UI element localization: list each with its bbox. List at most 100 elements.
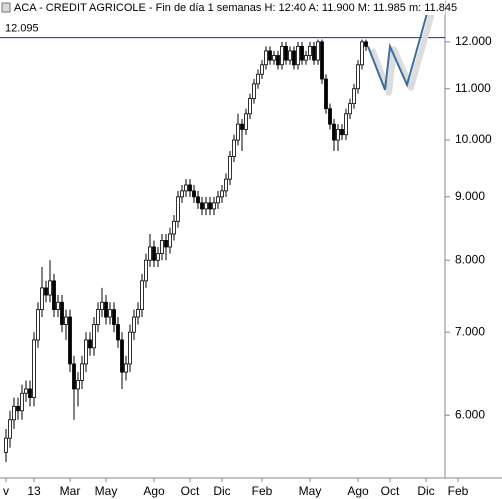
y-tick-label: 10.000 — [455, 132, 492, 146]
candle-body — [220, 190, 224, 198]
x-tick-label: 13 — [27, 484, 41, 498]
candle-body — [248, 98, 252, 115]
candle-body — [244, 113, 248, 130]
candle-body — [316, 41, 320, 61]
y-tick-label: 11.000 — [455, 81, 491, 95]
candle-body — [100, 301, 104, 310]
candle-body — [312, 45, 316, 61]
candle-body — [8, 419, 12, 439]
candle-body — [264, 50, 268, 66]
candle-body — [180, 190, 184, 198]
x-tick-label: Dic — [213, 484, 230, 498]
candle-body — [260, 64, 264, 75]
candle-body — [40, 287, 44, 310]
candle-body — [132, 316, 136, 333]
candle-body — [4, 437, 8, 453]
x-tick-label: Ago — [347, 484, 369, 498]
candle-body — [188, 184, 192, 192]
candle-body — [76, 380, 80, 390]
title-bar — [0, 0, 445, 15]
candle-body — [80, 363, 84, 381]
trend-shadow — [369, 5, 437, 96]
candle-body — [140, 280, 144, 310]
x-tick-label: Mar — [60, 484, 81, 498]
y-tick-label: 12.000 — [455, 34, 492, 48]
candle-body — [184, 184, 188, 192]
plot — [0, 2, 459, 482]
y-tick-label: 8.000 — [455, 252, 485, 266]
candle-body — [12, 405, 16, 421]
y-tick-label: 6.000 — [455, 407, 485, 421]
candle-body — [160, 240, 164, 254]
candle-body — [104, 301, 108, 318]
candle-body — [272, 55, 276, 61]
chart-title: ACA - CREDIT AGRICOLE - Fin de día 1 sem… — [14, 2, 457, 14]
candle-body — [60, 301, 64, 325]
candle-body — [156, 253, 160, 261]
candle-body — [232, 139, 236, 157]
candle-body — [288, 50, 292, 61]
candle-body — [212, 202, 216, 210]
level-label: 12.095 — [5, 23, 39, 35]
candle-body — [88, 339, 92, 349]
x-tick-label: Oct — [381, 484, 400, 498]
candle-body — [324, 78, 328, 110]
candle-body — [240, 123, 244, 130]
candle-body — [284, 45, 288, 61]
candle-body — [356, 64, 360, 90]
candle-body — [64, 316, 68, 325]
candle-body — [44, 287, 48, 296]
candle-body — [124, 363, 128, 373]
candle-body — [336, 129, 340, 141]
x-tick-label: Feb — [448, 484, 469, 498]
candle-body — [136, 309, 140, 318]
candle-body — [300, 45, 304, 61]
candle-body — [348, 103, 352, 115]
candle-body — [108, 309, 112, 318]
x-tick-label: Dic — [417, 484, 434, 498]
candle-body — [344, 113, 348, 136]
candle-body — [120, 339, 124, 373]
candle-body — [164, 240, 168, 248]
candle-body — [296, 45, 300, 66]
trend-line — [367, 2, 431, 91]
candle-body — [252, 83, 256, 100]
candle-body — [304, 55, 308, 61]
candle-body — [268, 50, 272, 61]
candle-body — [52, 280, 56, 310]
candle-body — [352, 88, 356, 105]
x-tick-label: May — [95, 484, 118, 498]
candle-body — [68, 316, 72, 365]
candle-body — [364, 41, 368, 47]
x-tick-label: May — [299, 484, 322, 498]
candle-body — [72, 363, 76, 390]
candle-body — [340, 129, 344, 136]
y-tick-label: 9.000 — [455, 189, 485, 203]
candle-body — [332, 123, 336, 141]
candle-body — [112, 309, 116, 325]
x-tick-label: v — [3, 484, 9, 498]
x-tick-label: Ago — [143, 484, 165, 498]
candle-body — [128, 331, 132, 365]
candle-body — [176, 196, 180, 222]
candle-body — [20, 392, 24, 412]
candle-body — [168, 233, 172, 248]
candle-body — [204, 202, 208, 210]
candle-body — [308, 45, 312, 56]
candle-body — [196, 196, 200, 204]
title-icon — [1, 2, 11, 13]
candle-body — [280, 45, 284, 66]
candle-body — [320, 41, 324, 80]
candle-body — [172, 220, 176, 235]
candle-body — [84, 339, 88, 365]
candle-body — [200, 202, 204, 210]
candle-body — [96, 309, 100, 325]
candle-body — [144, 259, 148, 282]
candle-body — [28, 388, 32, 398]
candle-body — [360, 41, 364, 66]
candle-body — [224, 178, 228, 192]
candle-body — [256, 73, 260, 85]
candle-body — [48, 280, 52, 296]
